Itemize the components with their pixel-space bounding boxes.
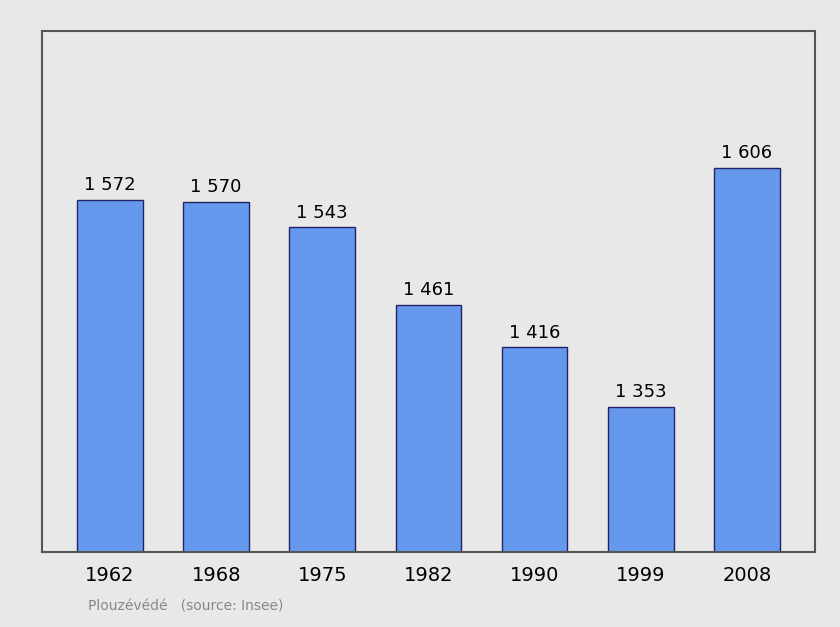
Bar bbox=[501, 347, 568, 627]
Text: Plouzévédé   (source: Insee): Plouzévédé (source: Insee) bbox=[88, 599, 284, 613]
Text: 1 416: 1 416 bbox=[509, 324, 560, 342]
Bar bbox=[289, 227, 355, 627]
Text: 1 353: 1 353 bbox=[615, 383, 666, 401]
Text: 1 570: 1 570 bbox=[191, 178, 242, 196]
Text: 1 572: 1 572 bbox=[84, 176, 136, 194]
Text: 1 543: 1 543 bbox=[297, 204, 348, 221]
Text: 1 606: 1 606 bbox=[722, 144, 772, 162]
Bar bbox=[183, 202, 249, 627]
Bar bbox=[396, 305, 461, 627]
Bar bbox=[608, 407, 674, 627]
Text: 1 461: 1 461 bbox=[402, 281, 454, 299]
Bar bbox=[77, 200, 143, 627]
Bar bbox=[714, 167, 780, 627]
